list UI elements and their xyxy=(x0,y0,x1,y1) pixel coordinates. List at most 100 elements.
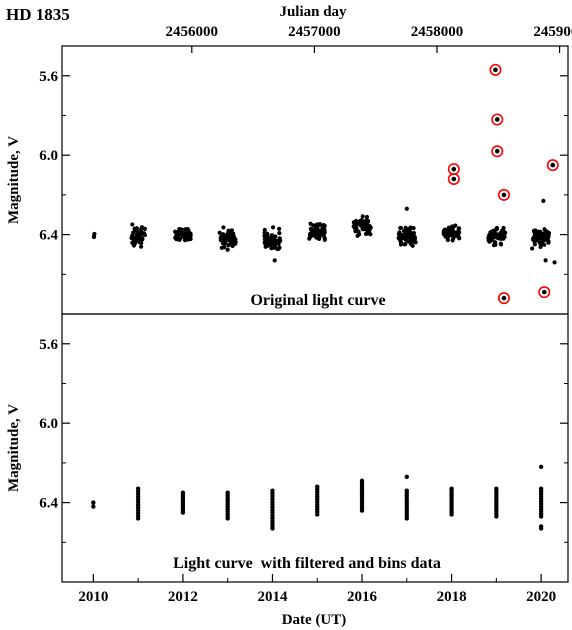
lower-y-tick-label-1: 6.0 xyxy=(39,416,58,432)
upper-point-s7-48 xyxy=(407,226,412,231)
lower-x-tick-label-5: 2020 xyxy=(526,589,556,605)
upper-point-s2-36 xyxy=(175,236,181,241)
lower-x-tick-label-0: 2010 xyxy=(78,589,108,605)
upper-point-s4-52 xyxy=(265,232,270,237)
upper-point-s6-62 xyxy=(357,222,362,227)
upper-point-extra-2 xyxy=(530,246,535,251)
upper-point-s0-3 xyxy=(92,231,97,237)
upper-point-s6-24 xyxy=(364,214,370,220)
upper-point-s8-50 xyxy=(445,237,450,243)
lower-point-b6-12 xyxy=(359,508,365,513)
upper-point-s6-67 xyxy=(365,219,370,224)
upper-point-s6-55 xyxy=(352,226,358,231)
lower-point-b8-11 xyxy=(449,512,454,517)
lower-point-b0-0 xyxy=(91,500,96,505)
lower-point-extra-1 xyxy=(404,474,409,479)
upper-point-s7-51 xyxy=(412,234,417,240)
outlier-point-1 xyxy=(451,176,457,182)
outlier-point-6 xyxy=(501,295,507,301)
upper-point-s1-35 xyxy=(133,228,139,233)
lower-panel-title: Light curve with filtered and bins data xyxy=(173,555,441,572)
upper-point-s6-3 xyxy=(360,214,365,219)
upper-point-s1-53 xyxy=(138,238,143,243)
upper-point-s9-51 xyxy=(494,225,499,231)
lower-panel-frame xyxy=(61,313,569,583)
upper-panel-frame xyxy=(61,45,569,315)
top-tick-label-1: 2457000 xyxy=(288,24,341,40)
upper-point-s10-58 xyxy=(542,227,547,232)
upper-point-s6-63 xyxy=(353,229,358,234)
upper-point-s5-52 xyxy=(314,235,319,240)
outlier-ring-3 xyxy=(491,113,504,126)
upper-point-s7-26 xyxy=(411,226,416,231)
upper-y-tick-label-2: 6.4 xyxy=(39,228,58,244)
outlier-ring-5 xyxy=(497,188,510,201)
lower-point-b2-9 xyxy=(180,510,186,515)
upper-point-s10-54 xyxy=(546,231,551,236)
upper-point-s5-59 xyxy=(322,223,327,229)
upper-point-s3-17 xyxy=(226,228,231,233)
upper-point-s2-54 xyxy=(175,230,180,235)
upper-point-s4-41 xyxy=(277,245,282,250)
lower-x-tick-label-3: 2016 xyxy=(347,589,378,605)
lower-panel-axes: 5.6 6.0 6.4 2010 2012 2014 2016 2018 2020 xyxy=(39,337,568,605)
upper-point-s3-32 xyxy=(225,247,230,252)
upper-point-s1-49 xyxy=(129,235,134,241)
upper-point-s4-51 xyxy=(274,239,279,245)
upper-point-s7-37 xyxy=(411,231,417,236)
upper-point-s7-57 xyxy=(403,237,408,242)
upper-point-s8-39 xyxy=(450,238,455,243)
upper-point-s3-38 xyxy=(220,241,226,246)
outlier-ring-1 xyxy=(447,173,460,186)
upper-point-s7-39 xyxy=(398,225,404,231)
upper-point-s10-46 xyxy=(546,239,551,244)
lower-point-b10-11 xyxy=(538,514,544,519)
outlier-point-5 xyxy=(501,192,507,198)
upper-point-s4-44 xyxy=(269,238,274,244)
lower-point-extra-3 xyxy=(538,526,544,531)
upper-point-s4-31 xyxy=(277,226,282,231)
upper-point-s10-16 xyxy=(538,244,543,249)
lower-x-tick-label-1: 2012 xyxy=(168,589,198,605)
upper-point-extra-0 xyxy=(404,206,409,211)
upper-point-s1-50 xyxy=(142,226,148,231)
upper-point-s3-53 xyxy=(221,225,226,230)
upper-point-s10-57 xyxy=(535,238,540,243)
upper-point-s10-47 xyxy=(542,237,547,242)
upper-point-s3-8 xyxy=(217,230,222,235)
outlier-point-8 xyxy=(550,162,556,168)
lower-point-extra-4 xyxy=(270,526,275,531)
x-axis-label: Date (UT) xyxy=(282,612,347,628)
lower-point-b0-1 xyxy=(91,504,96,509)
upper-point-s10-59 xyxy=(537,240,543,246)
upper-panel-axes: 5.6 6.0 6.4 xyxy=(39,69,568,275)
upper-point-s9-59 xyxy=(486,235,491,241)
upper-point-s5-57 xyxy=(321,233,327,239)
upper-point-s4-54 xyxy=(262,240,267,245)
upper-point-s3-52 xyxy=(226,243,231,248)
upper-point-s5-58 xyxy=(317,222,323,227)
upper-point-s9-58 xyxy=(498,236,503,241)
outlier-point-7 xyxy=(541,289,547,295)
upper-point-s4-26 xyxy=(269,233,275,238)
lower-panel-points xyxy=(91,464,544,531)
upper-point-s3-42 xyxy=(219,245,224,250)
upper-point-s9-55 xyxy=(495,233,500,238)
upper-point-s8-54 xyxy=(449,226,454,231)
top-tick-label-3: 2459000 xyxy=(533,24,572,40)
upper-point-s1-51 xyxy=(131,239,136,245)
upper-point-s2-41 xyxy=(185,227,190,232)
upper-y-tick-label-0: 5.6 xyxy=(39,69,58,85)
lower-point-b3-11 xyxy=(225,516,230,521)
upper-point-s4-49 xyxy=(262,227,267,233)
upper-panel-title: Original light curve xyxy=(250,292,385,309)
upper-point-s3-51 xyxy=(231,241,237,246)
outlier-ring-7 xyxy=(538,286,551,299)
upper-point-s10-49 xyxy=(545,235,551,241)
upper-point-s4-50 xyxy=(264,236,269,242)
upper-point-s8-53 xyxy=(457,236,462,241)
upper-point-s8-48 xyxy=(455,229,461,234)
upper-point-s2-27 xyxy=(182,238,188,243)
upper-point-s4-29 xyxy=(273,234,278,239)
